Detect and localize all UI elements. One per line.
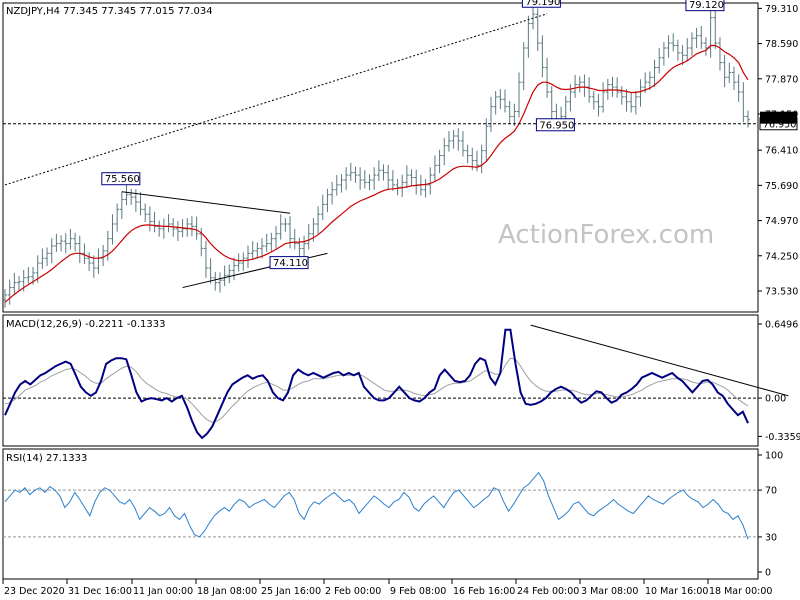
price-axis-label: 74.250 bbox=[765, 251, 798, 262]
annotation-box bbox=[101, 172, 141, 186]
macd-trendline bbox=[530, 324, 789, 397]
x-axis-label: 24 Feb 00:00 bbox=[517, 586, 579, 597]
price-axis-label: 77.870 bbox=[765, 74, 798, 85]
x-axis-label: 16 Feb 16:00 bbox=[453, 586, 515, 597]
axis-layer: 23 Dec 2020 31 Dec 16:00 11 Jan 00:00 18 Ja… bbox=[2, 579, 772, 597]
annotation-label: 75.560 bbox=[105, 174, 140, 185]
macd-axis-label: 0.6496 bbox=[765, 320, 798, 331]
current-price-box bbox=[760, 111, 797, 124]
rsi-axis-label: 100 bbox=[765, 451, 783, 462]
x-axis-label: 3 Mar 08:00 bbox=[581, 586, 638, 597]
price-panel-frame bbox=[2, 2, 759, 313]
annotation-label: 79.120 bbox=[689, 0, 724, 11]
macd-panel-frame bbox=[2, 314, 759, 447]
price-axis-label: 74.970 bbox=[765, 216, 798, 227]
price-axis-label: 79.310 bbox=[765, 4, 798, 15]
x-axis-label: 18 Mar 00:00 bbox=[709, 586, 772, 597]
macd-line bbox=[4, 328, 749, 440]
price-axis-label: 73.530 bbox=[765, 286, 798, 297]
price-axis-label: 75.690 bbox=[765, 181, 798, 192]
annotation-box bbox=[685, 0, 725, 12]
macd-axis-label: -0.3359 bbox=[765, 432, 800, 443]
x-axis-label: 2 Feb 00:00 bbox=[325, 586, 381, 597]
price-axis-label: 76.410 bbox=[765, 146, 798, 157]
x-axis-label: 10 Mar 16:00 bbox=[645, 586, 708, 597]
annotation-box bbox=[269, 256, 309, 270]
upper-wedge-line bbox=[121, 191, 291, 214]
x-axis-label: 11 Jan 00:00 bbox=[133, 586, 193, 597]
annotation-box bbox=[521, 0, 561, 8]
annotation-label: 76.950 bbox=[539, 120, 574, 131]
macd-layer: 0.6496 0.00 -0.3359 bbox=[3, 320, 800, 443]
annotation-label: 79.190 bbox=[525, 0, 560, 8]
moving-average-line bbox=[4, 44, 749, 303]
annotation-label: 74.110 bbox=[273, 258, 308, 269]
x-axis-label: 9 Feb 08:00 bbox=[390, 586, 446, 597]
macd-panel-title: MACD(12,26,9) -0.2211 -0.1333 bbox=[6, 319, 166, 330]
rsi-layer: 100 70 30 0 bbox=[3, 451, 783, 579]
rsi-panel-frame bbox=[2, 448, 759, 580]
x-axis-label: 31 Dec 16:00 bbox=[68, 586, 132, 597]
watermark-text: ActionForex.com bbox=[498, 220, 714, 250]
rsi-axis-label: 70 bbox=[765, 486, 777, 497]
rsi-axis-label: 0 bbox=[765, 568, 771, 579]
price-axis-label: 78.590 bbox=[765, 39, 798, 50]
current-price-label: 77.034 bbox=[763, 113, 796, 124]
level-price-label: 76.950 bbox=[763, 119, 796, 130]
x-axis-label: 25 Jan 16:00 bbox=[261, 586, 321, 597]
rsi-line bbox=[4, 471, 749, 540]
macd-axis-label: 0.00 bbox=[765, 394, 786, 405]
macd-signal-line bbox=[4, 357, 749, 423]
rsi-axis-label: 30 bbox=[765, 532, 777, 543]
annotation-box bbox=[535, 118, 575, 132]
x-axis-label: 18 Jan 08:00 bbox=[197, 586, 257, 597]
dotted-trendline bbox=[4, 13, 548, 186]
price-layer: 79.31078.59077.87077.15076.41075.69074.9… bbox=[3, 0, 798, 308]
rsi-panel-title: RSI(14) 27.1333 bbox=[6, 453, 87, 464]
price-panel-title: NZDJPY,H4 77.345 77.345 77.015 77.034 bbox=[6, 6, 213, 17]
x-axis-label: 23 Dec 2020 bbox=[4, 586, 65, 597]
